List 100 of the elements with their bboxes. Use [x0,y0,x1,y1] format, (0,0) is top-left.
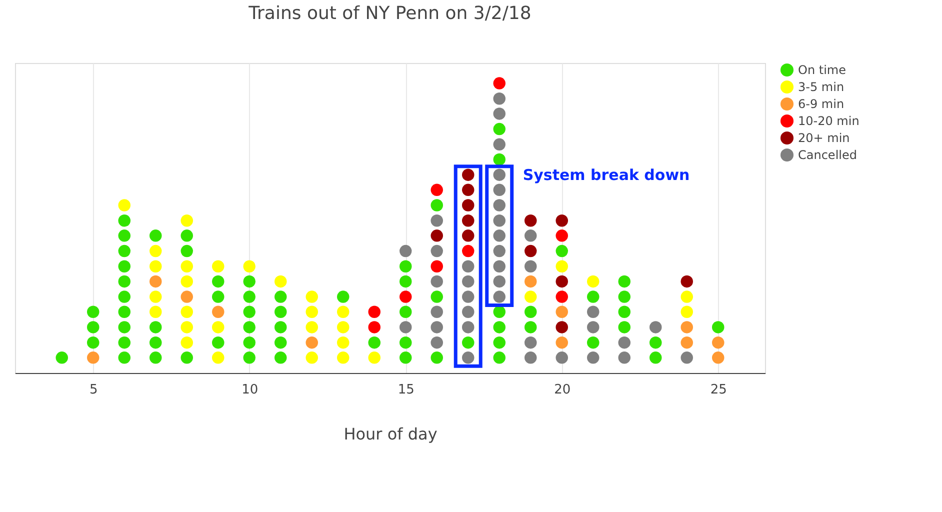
point [180,214,193,227]
point [680,321,693,334]
point [337,336,350,349]
point [462,275,474,288]
point [462,199,474,212]
point [650,321,662,334]
legend-label: 10-20 min [798,114,860,128]
point [150,275,162,288]
point [337,306,350,318]
point [524,352,537,364]
point [430,321,443,334]
point [400,321,412,334]
point [493,92,506,105]
x-tick-label: 5 [89,382,98,398]
point [337,352,350,364]
point [180,290,193,303]
point [493,77,506,90]
point [462,230,474,242]
x-tick-label: 10 [242,382,258,398]
point [524,230,537,242]
point [306,290,318,303]
x-tick-label: 20 [554,382,571,398]
point [430,336,443,349]
point [462,352,474,364]
point [212,306,224,318]
point [587,275,600,288]
point [524,260,537,272]
point [430,184,443,196]
point [212,352,224,364]
point [493,108,506,120]
point [680,290,693,303]
x-axis-title: Hour of day [344,424,438,444]
point [243,260,256,272]
x-tick-label: 15 [398,382,414,398]
point [587,306,600,318]
point [368,352,380,364]
point [400,290,412,303]
point [524,275,537,288]
point [462,184,474,196]
point [493,168,506,181]
point [274,275,287,288]
point [87,352,100,364]
point [493,244,506,258]
point [587,321,600,334]
point [680,336,693,349]
point [680,352,693,364]
point [150,290,162,303]
point [430,260,443,272]
legend-label: On time [798,63,846,77]
point [680,275,693,288]
point [556,230,568,242]
point [556,214,568,227]
point [524,336,537,349]
point [212,321,224,334]
point [493,138,506,151]
point [118,199,130,212]
point [180,260,193,272]
legend-label: 6-9 min [798,97,844,111]
point [462,214,474,227]
point [150,260,162,272]
point [462,244,474,258]
point [368,321,380,334]
point [587,352,600,364]
point [680,306,693,318]
point [712,352,724,364]
point [493,184,506,196]
point [524,214,537,227]
point [180,336,193,349]
annotation: System break down [522,166,690,184]
point [493,199,506,212]
point [180,275,193,288]
point [556,336,568,349]
point [430,244,443,258]
point [493,214,506,227]
point [556,290,568,303]
point [306,336,318,349]
point [180,321,193,334]
point [556,275,568,288]
point [556,321,568,334]
chart-title: Trains out of NY Penn on 3/2/18 [248,3,532,24]
point [150,306,162,318]
point [712,336,724,349]
point [462,306,474,318]
point [493,275,506,288]
point [368,306,380,318]
point [556,306,568,318]
point [524,290,537,303]
point [430,275,443,288]
point [337,321,350,334]
point [306,306,318,318]
point [556,260,568,272]
point [462,168,474,181]
point [462,321,474,334]
point [430,306,443,318]
point [400,244,412,258]
point [556,352,568,364]
point [180,306,193,318]
point [493,260,506,272]
point [493,230,506,242]
point [306,321,318,334]
